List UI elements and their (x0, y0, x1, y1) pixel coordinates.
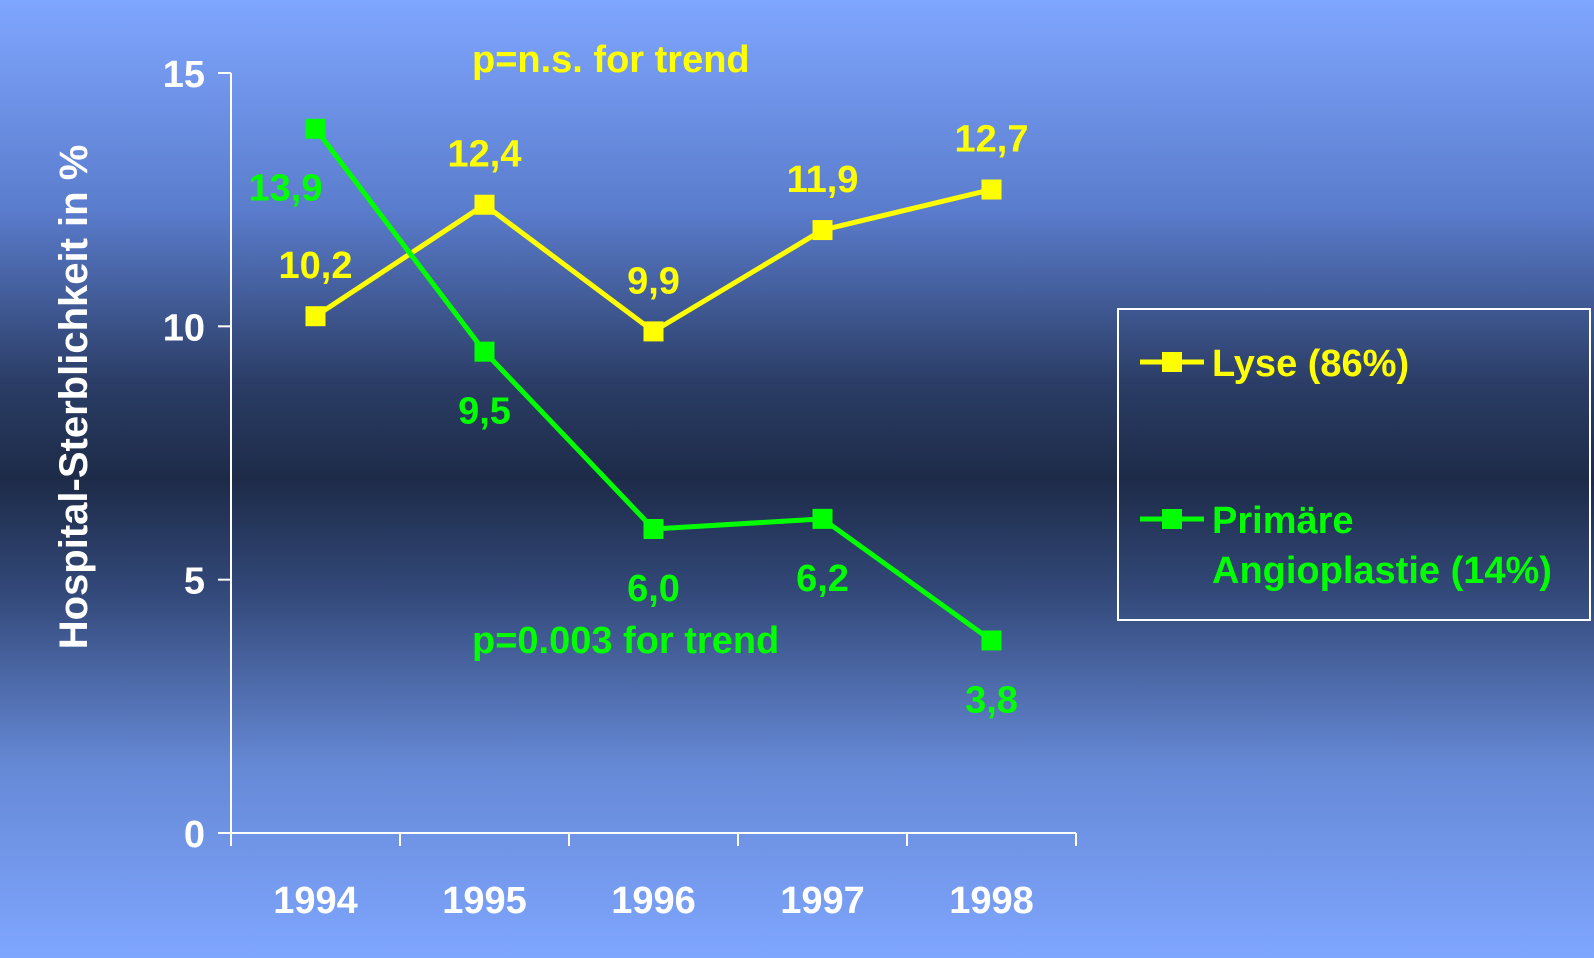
x-tick-labels: 1994 1995 1996 1997 1998 (273, 880, 1034, 922)
data-label-angioplastie: 6,2 (796, 558, 849, 600)
annotation-angioplastie-trend: p=0.003 for trend (472, 620, 779, 662)
legend-label-angioplastie-line-2: Angioplastie (14%) (1212, 550, 1552, 592)
series-layer (305, 118, 1002, 651)
legend-label-lyse: Lyse (86%) (1212, 343, 1409, 385)
y-tick-label: 10 (163, 307, 205, 349)
data-point-lyse (643, 321, 664, 342)
data-point-lyse (812, 220, 833, 241)
legend-label-angioplastie-line-1: Primäre (1212, 500, 1354, 542)
y-tick-labels: 0 5 10 15 (163, 54, 205, 856)
data-label-lyse: 12,4 (448, 134, 522, 176)
data-point-lyse (474, 194, 495, 215)
y-tick-label: 0 (184, 814, 205, 856)
data-label-angioplastie: 9,5 (458, 391, 511, 433)
x-tick-label: 1994 (273, 880, 358, 922)
legend-marker-angioplastie (1162, 509, 1182, 529)
data-point-angioplastie (981, 630, 1002, 651)
x-tick-label: 1997 (780, 880, 865, 922)
annotation-lyse-trend: p=n.s. for trend (472, 39, 750, 81)
x-tick-label: 1996 (611, 880, 696, 922)
y-tick-label: 15 (163, 54, 205, 96)
data-point-angioplastie (643, 519, 664, 539)
legend-entry-angioplastie: Primäre Angioplastie (14%) (1140, 500, 1552, 592)
data-label-lyse: 11,9 (787, 159, 859, 201)
data-label-lyse: 10,2 (279, 245, 353, 287)
legend-entry-lyse: Lyse (86%) (1140, 343, 1409, 385)
x-tick-label: 1995 (442, 880, 527, 922)
data-label-angioplastie: 6,0 (627, 568, 680, 610)
data-labels: 10,2 12,4 9,9 11,9 12,7 13,9 9,5 6,0 6,2 3,8 (249, 119, 1029, 722)
data-point-angioplastie (812, 508, 833, 529)
legend-box (1117, 308, 1591, 621)
data-label-angioplastie: 3,8 (965, 679, 1018, 721)
legend-label-angioplastie: Primäre Angioplastie (14%) (1212, 500, 1552, 592)
data-label-angioplastie: 13,9 (249, 168, 323, 210)
legend: Lyse (86%) Primäre Angioplastie (14%) (1117, 308, 1591, 621)
y-tick-label: 5 (184, 561, 205, 603)
data-label-lyse: 12,7 (955, 119, 1029, 161)
data-label-lyse: 9,9 (627, 260, 680, 302)
y-axis-label: Hospital-Sterblichkeit in % (52, 145, 96, 650)
data-point-angioplastie (305, 118, 326, 139)
data-point-lyse (305, 306, 326, 327)
data-point-angioplastie (474, 341, 495, 362)
data-point-lyse (981, 179, 1002, 200)
legend-marker-lyse (1162, 352, 1182, 372)
x-tick-label: 1998 (949, 880, 1034, 922)
axes (218, 72, 1077, 846)
